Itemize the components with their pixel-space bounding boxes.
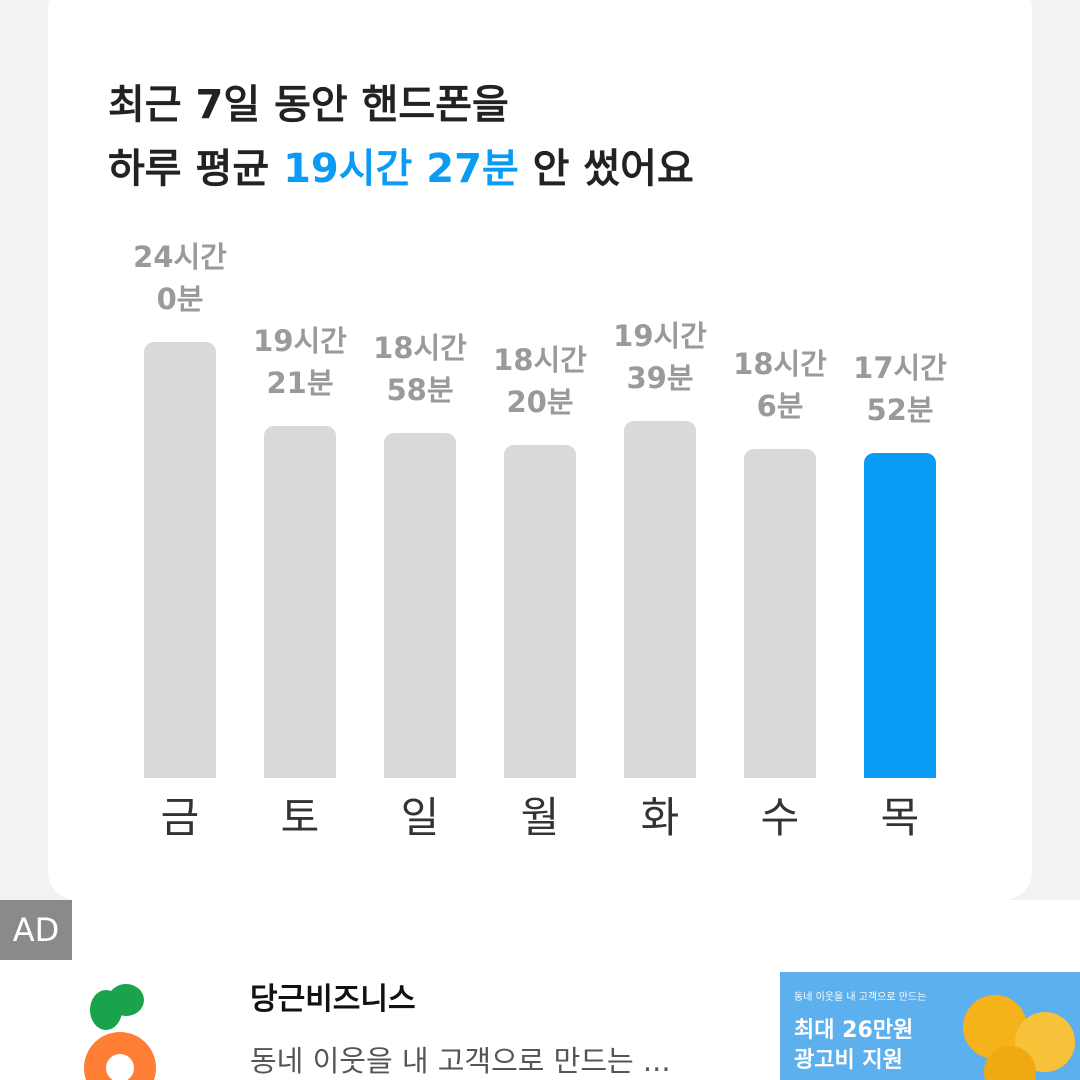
bar bbox=[264, 426, 336, 778]
x-tick-label: 토 bbox=[280, 793, 320, 842]
title-line: 하루 평균 19시간 27분 안 썼어요 bbox=[108, 136, 694, 194]
x-tick-label: 화 bbox=[640, 793, 680, 842]
value-label: 18시간 6분 bbox=[733, 347, 827, 424]
bar bbox=[744, 449, 816, 778]
ad-badge: AD bbox=[0, 900, 72, 960]
banner-text: 최대 26만원 bbox=[794, 1018, 914, 1043]
x-tick-label: 수 bbox=[760, 793, 800, 842]
x-tick-label: 금 bbox=[160, 793, 200, 842]
title-text: 하루 평균 bbox=[108, 146, 284, 192]
value-label: 24시간 0분 bbox=[133, 240, 227, 316]
title-text: 안 썼어요 bbox=[518, 146, 694, 192]
ad-banner[interactable]: 동네 이웃을 내 고객으로 만드는 최대 26만원 광고비 지원 bbox=[780, 972, 1080, 1080]
title-line: 최근 7일 동안 핸드폰을 bbox=[108, 82, 509, 128]
banner-text: 광고비 지원 bbox=[794, 1048, 903, 1073]
value-label: 19시간 39분 bbox=[613, 319, 707, 396]
value-label: 18시간 20분 bbox=[493, 342, 587, 419]
coin-icon bbox=[963, 995, 1075, 1080]
value-label: 19시간 21분 bbox=[253, 324, 347, 401]
bar bbox=[864, 453, 936, 778]
banner-small: 동네 이웃을 내 고객으로 만드는 bbox=[794, 992, 927, 1003]
bar bbox=[504, 444, 576, 778]
ad-area[interactable]: AD 당근비즈니스 동네 이웃을 내 고객으로 만드는 ... 동네 이웃을 내… bbox=[0, 900, 1080, 1080]
x-tick-label: 월 bbox=[520, 793, 560, 842]
bar bbox=[144, 342, 216, 778]
ad-description: 동네 이웃을 내 고객으로 만드는 ... bbox=[250, 1044, 671, 1078]
value-label: 18시간 58분 bbox=[373, 331, 467, 408]
bar bbox=[384, 433, 456, 778]
x-tick-label: 일 bbox=[400, 793, 440, 842]
ad-title: 당근비즈니스 bbox=[250, 982, 416, 1017]
x-tick-label: 목 bbox=[880, 793, 920, 842]
value-label: 17시간 52분 bbox=[853, 351, 947, 428]
bar bbox=[624, 421, 696, 778]
title-highlight: 19시간 27분 bbox=[283, 146, 519, 192]
ad-logo bbox=[84, 984, 156, 1080]
